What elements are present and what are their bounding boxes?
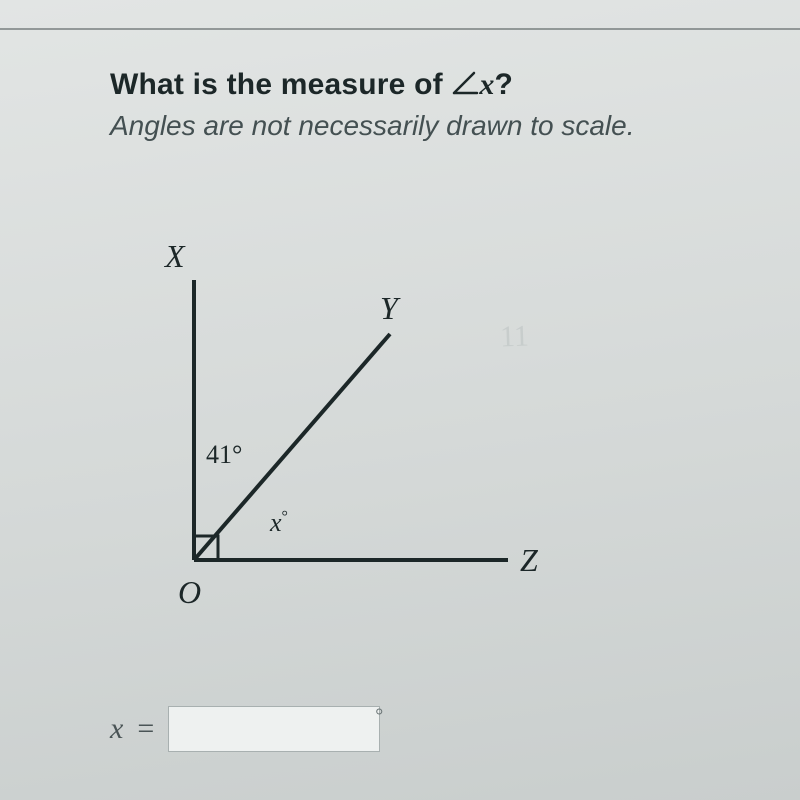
angle-figure: X Y Z O 41° x° <box>130 238 610 628</box>
question-var: x <box>479 68 494 101</box>
answer-unit: ° <box>375 705 383 728</box>
answer-input[interactable]: ° <box>168 706 380 752</box>
label-x: X <box>165 238 185 275</box>
angle-xoy-label: 41° <box>206 440 242 470</box>
angle-yoz-label: x° <box>270 508 288 538</box>
question-line-2: Angles are not necessarily drawn to scal… <box>110 110 635 142</box>
angle-yoz-deg: ° <box>282 508 288 525</box>
answer-equals: = <box>137 712 154 746</box>
question-prefix: What is the measure of <box>110 68 451 101</box>
question-line-1: What is the measure of x? <box>110 68 635 104</box>
label-o: O <box>178 574 201 611</box>
question-suffix: ? <box>495 68 514 101</box>
angle-yoz-var: x <box>270 508 282 537</box>
label-z: Z <box>520 542 538 579</box>
page: What is the measure of x? Angles are not… <box>0 0 800 800</box>
angle-icon <box>451 70 479 104</box>
divider-top <box>0 28 800 30</box>
label-y: Y <box>380 290 398 327</box>
question-block: What is the measure of x? Angles are not… <box>110 68 635 142</box>
answer-var: x <box>110 712 123 746</box>
handwritten-scribble: 11 <box>499 320 529 355</box>
figure-svg <box>130 238 610 628</box>
answer-row: x = ° <box>110 706 380 752</box>
